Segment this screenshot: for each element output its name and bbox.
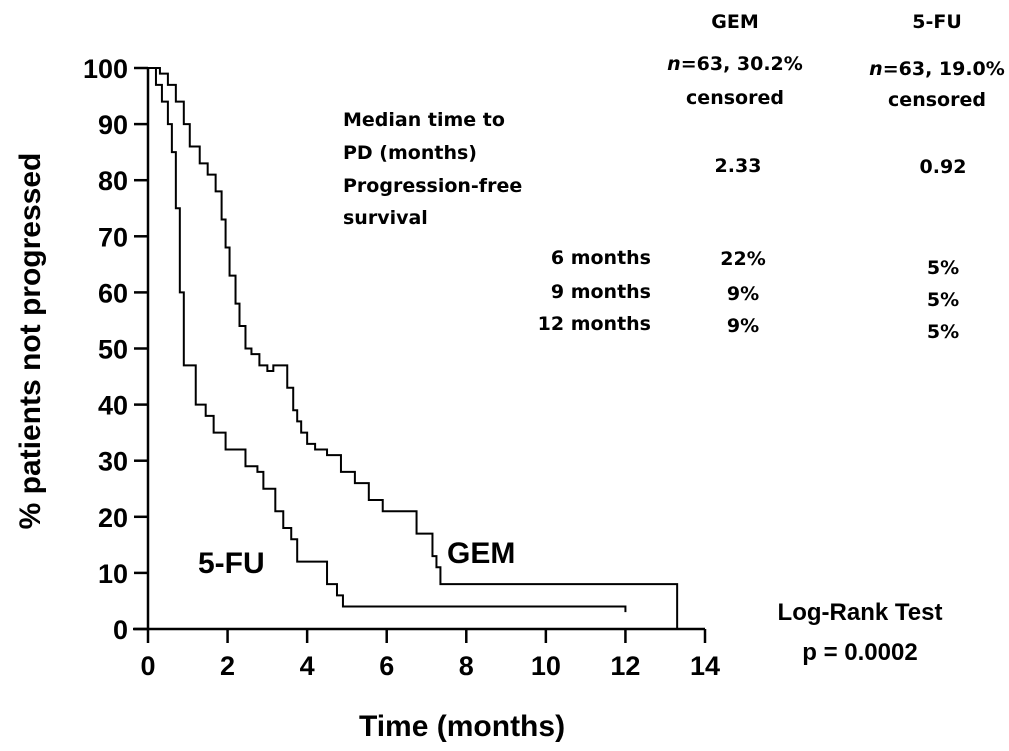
col-n-5fu-prefix: n xyxy=(869,58,883,80)
y-tick-label-7: 70 xyxy=(98,222,128,252)
row-label-6: 6 months xyxy=(551,247,651,269)
curve-label-5fu: 5-FU xyxy=(198,547,265,580)
row-label-12: 12 months xyxy=(538,313,651,335)
x-tick-label-6: 12 xyxy=(610,651,640,681)
row-gem-9: 9% xyxy=(727,283,759,305)
col-n-gem: n=63, 30.2% xyxy=(667,53,803,75)
x-tick-label-1: 2 xyxy=(220,651,235,681)
log-rank-title: Log-Rank Test xyxy=(778,599,943,626)
y-tick-label-8: 80 xyxy=(98,166,128,196)
y-tick-label-5: 50 xyxy=(98,335,128,365)
y-tick-label-1: 10 xyxy=(98,559,128,589)
series-line-5fu xyxy=(148,67,627,613)
col-head-gem: GEM xyxy=(711,11,758,33)
y-axis-label: % patients not progressed xyxy=(14,153,47,530)
x-tick-label-7: 14 xyxy=(690,651,720,681)
y-tick-label-4: 40 xyxy=(98,391,128,421)
row-gem-12: 9% xyxy=(727,315,759,337)
y-tick-label-2: 20 xyxy=(98,503,128,533)
median-value-gem: 2.33 xyxy=(715,155,762,177)
row-5fu-12: 5% xyxy=(927,321,959,343)
x-axis-label: Time (months) xyxy=(359,710,565,743)
col-n-5fu-suffix: =63, 19.0% xyxy=(883,58,1005,80)
row-gem-6: 22% xyxy=(720,248,765,270)
col-n-gem-suffix: =63, 30.2% xyxy=(681,53,803,75)
median-label-line-2: PD (months) xyxy=(343,142,477,164)
y-ticks: 0 10 20 30 40 50 60 70 80 90 100 xyxy=(83,54,148,645)
x-tick-label-3: 6 xyxy=(379,651,394,681)
y-tick-label-6: 60 xyxy=(98,278,128,308)
col-censored-5fu: censored xyxy=(888,89,986,111)
row-5fu-6: 5% xyxy=(927,257,959,279)
curve-label-gem: GEM xyxy=(447,537,515,570)
row-label-9: 9 months xyxy=(551,281,651,303)
col-censored-gem: censored xyxy=(686,87,784,109)
x-tick-label-2: 4 xyxy=(300,651,315,681)
col-n-5fu: n=63, 19.0% xyxy=(869,58,1005,80)
log-rank-p: p = 0.0002 xyxy=(802,639,917,666)
x-ticks: 0 2 4 6 8 10 12 14 xyxy=(140,629,720,681)
median-label-line-1: Median time to xyxy=(343,109,505,131)
y-tick-label-9: 90 xyxy=(98,110,128,140)
col-head-5fu: 5-FU xyxy=(912,11,962,33)
col-n-gem-prefix: n xyxy=(667,53,681,75)
y-tick-label-0: 0 xyxy=(113,615,128,645)
median-value-5fu: 0.92 xyxy=(920,156,967,178)
series-line-gem xyxy=(148,67,679,629)
y-tick-label-10: 100 xyxy=(83,54,128,84)
row-5fu-9: 5% xyxy=(927,289,959,311)
x-tick-label-5: 10 xyxy=(531,651,561,681)
curves xyxy=(148,67,679,629)
summary-table: GEM n=63, 30.2% censored 5-FU n=63, 19.0… xyxy=(343,11,1005,343)
pfs-label-line-2: survival xyxy=(343,207,428,229)
x-tick-label-0: 0 xyxy=(140,651,155,681)
y-tick-label-3: 30 xyxy=(98,447,128,477)
pfs-label-line-1: Progression-free xyxy=(343,175,522,197)
x-tick-label-4: 8 xyxy=(459,651,474,681)
